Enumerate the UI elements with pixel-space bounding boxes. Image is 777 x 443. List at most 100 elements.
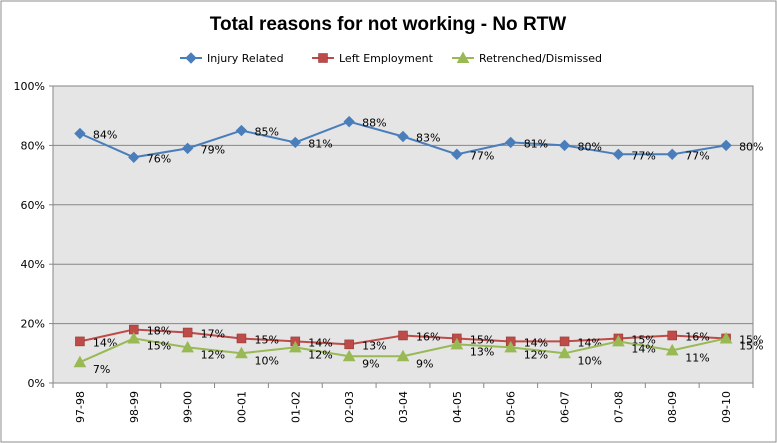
- x-tick-label: 05-06: [505, 391, 518, 423]
- data-label: 81%: [308, 137, 332, 150]
- series-injury-related: 84% 76% 79% 85% 81% 88% 83% 77% 81% 80% 77% 77% 80%: [74, 115, 764, 165]
- data-point: [504, 340, 518, 353]
- data-label: 15%: [470, 333, 494, 346]
- data-label: 80%: [739, 140, 763, 153]
- data-label: 76%: [147, 152, 171, 165]
- y-tick-label: 0%: [28, 377, 45, 390]
- series-retrenched-dismissed: 7% 15% 12% 10% 12% 9% 9% 13% 12% 10% 14% 11% 15%: [73, 331, 764, 376]
- series-left-employment: 14%18% 17% 15% 14% 13%16% 15% 14% 14% 15% 16% 15%: [75, 325, 764, 352]
- data-label: 9%: [416, 357, 433, 370]
- x-tick-label: 03-04: [397, 391, 410, 423]
- gridlines: [53, 144, 753, 325]
- x-tick-label: 97-98: [74, 391, 87, 423]
- x-tick-label: 07-08: [612, 391, 625, 423]
- data-point: [450, 337, 464, 350]
- data-label: 84%: [93, 129, 117, 142]
- data-point: [559, 336, 570, 347]
- data-label: 12%: [308, 348, 332, 361]
- x-tick-label: 09-10: [720, 391, 733, 423]
- data-point: [74, 127, 86, 140]
- data-label: 10%: [254, 354, 278, 367]
- data-point: [667, 330, 677, 341]
- data-label: 14%: [93, 336, 117, 349]
- x-axis: 97-98 98-99 99-00 00-01 01-02 02-03 03-04 04-05…: [52, 383, 754, 423]
- data-label: 9%: [362, 357, 379, 370]
- data-point: [235, 124, 248, 137]
- x-tick-label: 00-01: [235, 391, 248, 423]
- data-label: 12%: [524, 348, 548, 361]
- data-label: 81%: [524, 137, 548, 150]
- data-point: [73, 355, 87, 368]
- data-label: 13%: [362, 339, 386, 352]
- data-point: [342, 349, 356, 362]
- legend-label: Retrenched/Dismissed: [479, 52, 602, 65]
- data-point: [181, 340, 194, 353]
- data-label: 17%: [201, 328, 225, 341]
- x-tick-label: 04-05: [451, 391, 464, 423]
- data-point: [396, 349, 410, 362]
- data-point: [504, 136, 517, 149]
- data-label: 16%: [685, 330, 709, 343]
- legend-item: Left Employment: [312, 52, 434, 65]
- x-tick-label: 08-09: [666, 391, 679, 423]
- data-point: [666, 148, 678, 161]
- x-tick-label: 06-07: [559, 391, 572, 423]
- data-label: 15%: [631, 333, 655, 346]
- data-point: [75, 336, 85, 347]
- y-tick-label: 100%: [14, 80, 45, 93]
- data-label: 77%: [685, 149, 709, 162]
- x-tick-label: 99-00: [182, 391, 195, 423]
- y-tick-label: 40%: [21, 258, 45, 271]
- data-label: 7%: [93, 363, 110, 376]
- data-point: [127, 331, 141, 344]
- data-point: [451, 148, 463, 161]
- y-tick-label: 20%: [21, 318, 45, 331]
- data-point: [182, 327, 193, 338]
- legend-marker: [318, 53, 328, 63]
- data-label: 14%: [308, 336, 332, 349]
- data-label: 16%: [416, 330, 440, 343]
- y-tick-label: 80%: [21, 139, 45, 152]
- data-label: 13%: [470, 345, 494, 358]
- series-layer: 84% 76% 79% 85% 81% 88% 83% 77% 81% 80% 77% 77% 80% 1…: [73, 115, 764, 376]
- legend-marker: [185, 52, 197, 64]
- legend-item: Retrenched/Dismissed: [452, 51, 602, 65]
- legend-item: Injury Related: [180, 52, 284, 65]
- data-point: [288, 340, 302, 353]
- chart-title: Total reasons for not working - No RTW: [210, 14, 566, 35]
- legend: Injury Related Left Employment Retrenched/…: [180, 51, 602, 65]
- legend-marker: [456, 51, 470, 63]
- data-point: [397, 130, 409, 143]
- y-axis: 0% 20% 40% 60% 80% 100%: [14, 80, 53, 390]
- legend-label: Left Employment: [339, 52, 434, 65]
- data-label: 88%: [362, 117, 386, 130]
- x-tick-label: 98-99: [128, 391, 141, 423]
- data-point: [236, 333, 247, 344]
- data-label: 14%: [524, 336, 548, 349]
- data-label: 11%: [685, 351, 709, 364]
- data-label: 15%: [254, 333, 278, 346]
- data-point: [128, 151, 140, 163]
- data-label: 18%: [147, 325, 171, 338]
- x-tick-label: 02-03: [343, 391, 356, 423]
- data-point: [720, 139, 732, 152]
- data-label: 85%: [254, 126, 278, 139]
- data-label: 15%: [147, 339, 171, 352]
- data-label: 12%: [201, 348, 225, 361]
- data-label: 77%: [631, 149, 655, 162]
- data-label: 80%: [578, 140, 602, 153]
- data-point: [289, 136, 302, 149]
- data-point: [719, 331, 733, 344]
- y-tick-label: 60%: [21, 199, 45, 212]
- data-point: [343, 115, 355, 128]
- data-point: [344, 339, 354, 350]
- data-label: 79%: [201, 143, 225, 156]
- data-point: [558, 139, 571, 152]
- data-label: 77%: [470, 149, 494, 162]
- legend-label: Injury Related: [207, 52, 284, 65]
- data-point: [612, 148, 625, 161]
- data-point: [181, 142, 194, 155]
- data-point: [558, 346, 571, 359]
